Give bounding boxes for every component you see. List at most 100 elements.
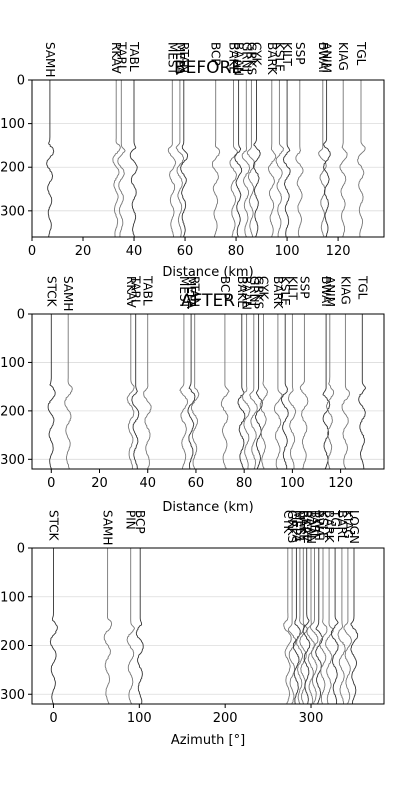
station-label-stck: STCK xyxy=(44,276,58,308)
station-label-grks: GRKS xyxy=(244,42,258,75)
trace-bark xyxy=(325,548,334,705)
y-tick-label: 200 xyxy=(0,161,25,176)
trace-bark xyxy=(273,314,283,470)
x-tick-label: 60 xyxy=(188,476,205,491)
x-tick-label: 0 xyxy=(49,711,57,726)
station-label-samh: SAMH xyxy=(43,42,57,77)
x-axis-label: Distance (km) xyxy=(162,500,253,515)
y-tick-label: 0 xyxy=(17,308,25,323)
trace-tabl xyxy=(143,314,152,469)
panel-title: AFTER xyxy=(181,291,235,311)
station-label-kilt: KILT xyxy=(280,42,294,66)
station-label-mest: MEST xyxy=(165,42,179,76)
trace-tarl xyxy=(131,314,140,470)
x-tick-label: 20 xyxy=(91,476,108,491)
station-label-ssp: SSP xyxy=(293,42,307,64)
station-label-pin: PIN xyxy=(124,510,138,530)
trace-bake xyxy=(229,80,238,237)
x-tick-label: 120 xyxy=(328,476,353,491)
station-label-rkav: RKAV xyxy=(124,276,138,308)
station-label-baan: BAAN xyxy=(304,510,318,544)
station-label-tgl: TGL xyxy=(355,275,369,300)
trace-rtan xyxy=(190,314,200,470)
station-label-bcp: BCP xyxy=(218,276,232,300)
axes-frame xyxy=(31,313,385,470)
station-label-cyk: CYK xyxy=(281,510,295,534)
station-label-stck: STCK xyxy=(46,510,60,542)
station-label-tabl: TABL xyxy=(141,275,155,306)
trace-bcp xyxy=(220,314,230,470)
station-label-kiag: KIAG xyxy=(341,510,355,539)
station-label-rtan: RTAN xyxy=(177,42,191,73)
x-tick-label: 40 xyxy=(139,476,156,491)
trace-kilt xyxy=(288,314,297,470)
trace-bwai xyxy=(315,548,323,705)
station-label-bark: BARK xyxy=(322,510,336,544)
station-label-mepa: MEPA xyxy=(173,42,187,75)
station-label-mest: MEST xyxy=(177,276,191,310)
trace-anim xyxy=(326,314,335,470)
station-label-grks: GRKS xyxy=(252,276,266,309)
trace-bark xyxy=(268,80,277,238)
y-tick-label: 200 xyxy=(0,404,25,419)
trace-ssp xyxy=(295,80,304,238)
y-tick-label: 300 xyxy=(0,688,25,703)
x-axis-label: Azimuth [°] xyxy=(171,733,245,748)
trace-samh xyxy=(46,80,55,238)
trace-grks xyxy=(287,548,297,705)
axes-frame xyxy=(31,79,385,238)
station-label-ksle: KSLE xyxy=(278,276,292,306)
station-label-samh: SAMH xyxy=(101,510,115,545)
station-label-ksle: KSLE xyxy=(272,42,286,72)
trace-ksle xyxy=(281,314,289,469)
x-tick-label: 20 xyxy=(75,244,92,259)
station-label-kilt: KILT xyxy=(285,276,299,300)
station-label-baan: BAAN xyxy=(232,42,246,76)
trace-barl xyxy=(337,548,346,705)
axes-frame xyxy=(31,547,385,705)
trace-grnj xyxy=(249,314,258,470)
y-tick-label: 100 xyxy=(0,117,25,132)
station-label-bake: BAKE xyxy=(235,276,249,308)
trace-ssp xyxy=(299,314,309,470)
y-tick-label: 300 xyxy=(0,453,25,468)
station-label-tarl: TARL xyxy=(129,275,143,306)
trace-bake xyxy=(237,314,246,470)
trace-mepa xyxy=(187,314,196,470)
station-label-bark: BARK xyxy=(265,42,279,76)
station-label-cyk: CYK xyxy=(249,42,263,66)
x-tick-label: 100 xyxy=(280,476,305,491)
trace-mepa xyxy=(175,80,184,238)
trace-cyk xyxy=(252,80,261,238)
station-label-tgl: TGL xyxy=(354,41,368,66)
station-label-bwai: BWAI xyxy=(312,510,326,541)
x-tick-label: 0 xyxy=(47,476,55,491)
x-tick-label: 300 xyxy=(299,711,324,726)
x-tick-label: 80 xyxy=(228,244,245,259)
station-label-grnj: GRNJ xyxy=(239,42,253,72)
trace-mepa xyxy=(292,548,301,705)
trace-kiag xyxy=(341,314,350,470)
station-label-bwai: BWAI xyxy=(316,42,330,73)
trace-tabl xyxy=(309,548,319,705)
trace-mest xyxy=(167,80,177,238)
x-tick-label: 100 xyxy=(127,711,152,726)
station-label-bcp: BCP xyxy=(133,510,147,534)
x-tick-label: 60 xyxy=(177,244,194,259)
trace-baan xyxy=(242,314,251,470)
station-label-tabl: TABL xyxy=(127,41,141,72)
trace-mest xyxy=(179,314,188,470)
trace-kiag xyxy=(343,548,352,705)
x-tick-label: 0 xyxy=(28,244,36,259)
station-label-ksle: KSLE xyxy=(316,510,330,540)
trace-rkav xyxy=(302,548,311,705)
trace-tabl xyxy=(129,80,138,238)
station-label-mepa: MEPA xyxy=(289,510,303,543)
station-label-logn: LOGN xyxy=(347,510,361,544)
trace-group xyxy=(47,314,366,470)
station-label-mest: MEST xyxy=(293,510,307,544)
y-tick-label: 300 xyxy=(0,204,25,219)
